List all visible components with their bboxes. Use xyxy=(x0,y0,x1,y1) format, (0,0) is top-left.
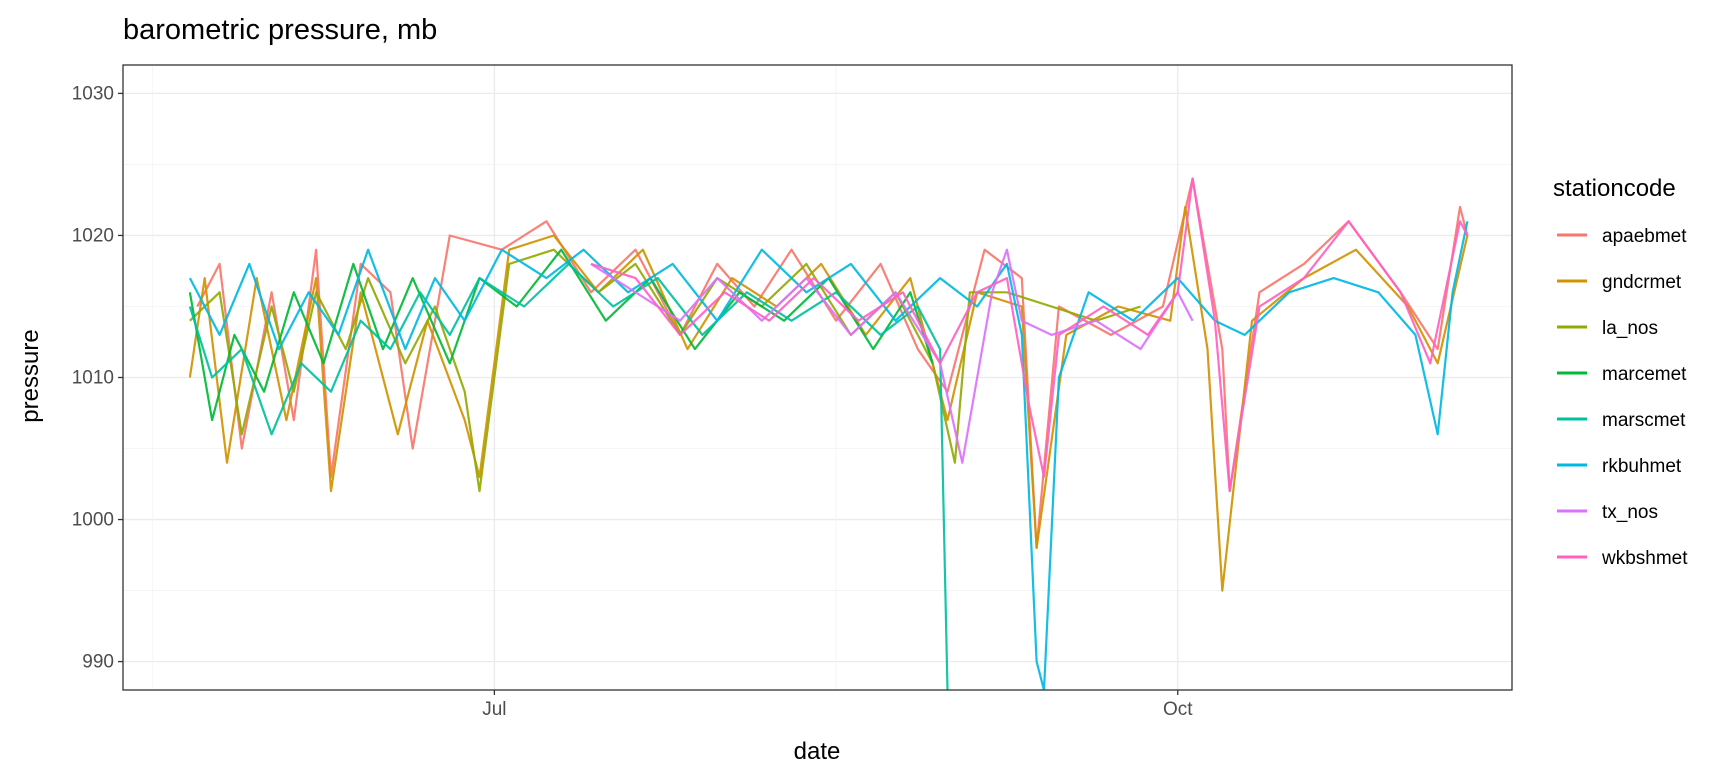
series-line-gndcrmet xyxy=(188,205,1469,592)
grid-lines xyxy=(123,65,1512,690)
y-axis: 990 1000 1010 1020 1030 xyxy=(72,83,123,673)
y-tick-label: 1010 xyxy=(72,368,114,389)
y-axis-title: pressure xyxy=(17,329,44,422)
legend-label-marcemet: marcemet xyxy=(1602,364,1687,385)
legend-label-gndcrmet: gndcrmet xyxy=(1602,272,1682,293)
chart-title: barometric pressure, mb xyxy=(123,14,437,46)
legend-label-tx_nos: tx_nos xyxy=(1602,502,1658,523)
x-tick-label: Jul xyxy=(482,699,506,720)
series-line-rkbuhmet xyxy=(188,221,1469,690)
legend: stationcode apaebmet gndcrmet la_nosmarcem… xyxy=(1553,175,1688,569)
series-lines xyxy=(188,177,1469,690)
x-axis-title: date xyxy=(794,738,841,765)
y-tick-label: 1020 xyxy=(72,225,114,246)
legend-label-rkbuhmet: rkbuhmet xyxy=(1602,456,1682,477)
x-axis: Jul Oct xyxy=(482,690,1193,720)
legend-label-marscmet: marscmet xyxy=(1602,410,1686,431)
series-line-tx_nos xyxy=(590,248,1194,464)
y-tick-label: 1000 xyxy=(72,510,114,531)
legend-label-la_nos: la_nos xyxy=(1602,318,1658,339)
legend-label-apaebmet: apaebmet xyxy=(1602,226,1687,247)
legend-label-wkbshmet: wkbshmet xyxy=(1601,548,1688,569)
y-tick-label: 990 xyxy=(82,652,114,673)
series-line-marscmet xyxy=(188,262,949,690)
legend-title: stationcode xyxy=(1553,175,1676,202)
series-line-apaebmet xyxy=(196,177,1469,550)
x-tick-label: Oct xyxy=(1163,699,1193,720)
series-line-marcemet xyxy=(188,248,934,422)
y-tick-label: 1030 xyxy=(72,83,114,104)
series-line-wkbshmet xyxy=(590,177,1469,493)
